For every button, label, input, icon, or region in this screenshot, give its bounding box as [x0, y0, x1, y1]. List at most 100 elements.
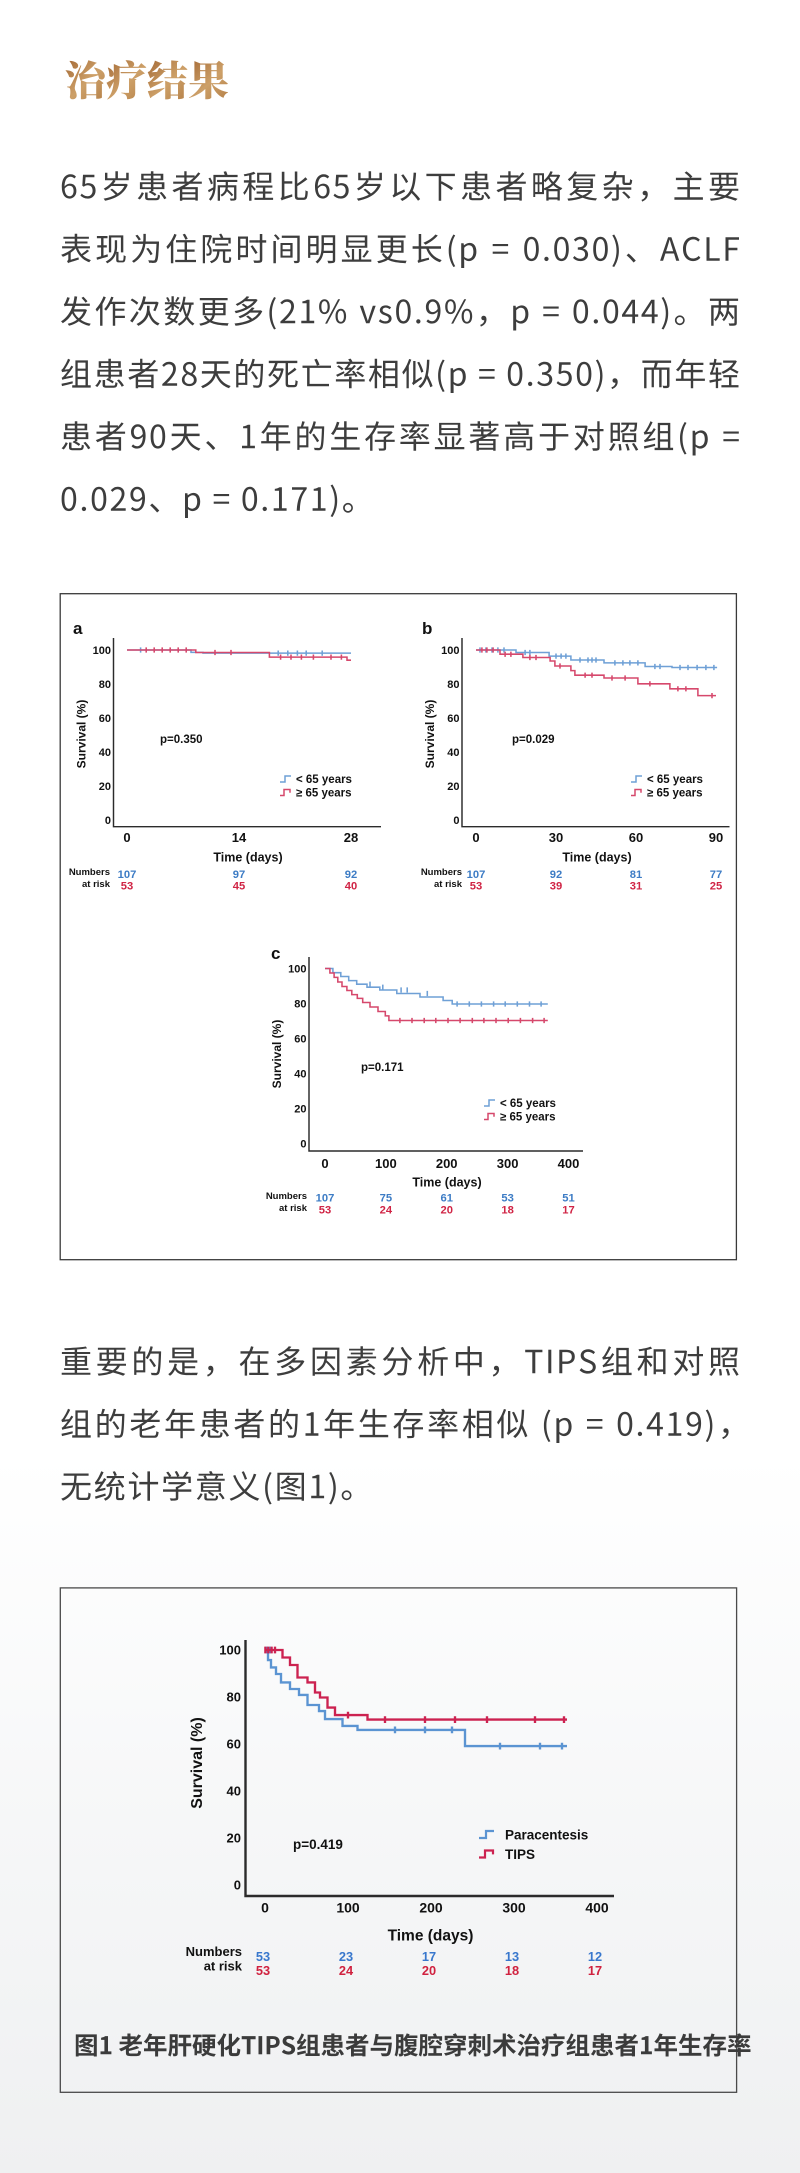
svg-text:Survival (%): Survival (%) [270, 1020, 284, 1089]
svg-text:60: 60 [227, 1737, 241, 1752]
svg-text:Time (days): Time (days) [562, 851, 631, 865]
svg-text:0: 0 [123, 830, 130, 845]
svg-text:100: 100 [336, 1900, 360, 1916]
svg-text:300: 300 [497, 1156, 519, 1171]
svg-text:400: 400 [585, 1900, 609, 1916]
svg-text:18: 18 [501, 1204, 513, 1216]
svg-text:0: 0 [300, 1138, 306, 1150]
svg-text:90: 90 [709, 830, 723, 845]
svg-text:17: 17 [422, 1949, 436, 1964]
svg-text:< 65 years: < 65 years [500, 1098, 556, 1110]
svg-text:Paracentesis: Paracentesis [505, 1828, 588, 1843]
svg-text:60: 60 [447, 713, 459, 725]
svg-text:80: 80 [227, 1690, 241, 1705]
svg-text:p=0.350: p=0.350 [160, 734, 203, 746]
svg-text:20: 20 [422, 1963, 436, 1978]
svg-text:200: 200 [436, 1156, 458, 1171]
svg-text:Survival (%): Survival (%) [189, 1717, 206, 1809]
svg-text:24: 24 [339, 1963, 354, 1978]
svg-text:0: 0 [472, 830, 479, 845]
svg-text:53: 53 [121, 880, 133, 892]
svg-text:Survival (%): Survival (%) [423, 700, 437, 769]
svg-text:p=0.419: p=0.419 [293, 1837, 343, 1852]
svg-text:28: 28 [344, 830, 358, 845]
svg-text:60: 60 [629, 830, 643, 845]
svg-text:14: 14 [232, 830, 247, 845]
svg-text:≥ 65 years: ≥ 65 years [500, 1112, 556, 1124]
svg-text:p=0.171: p=0.171 [361, 1062, 404, 1074]
svg-text:0: 0 [453, 815, 459, 827]
svg-text:0: 0 [234, 1878, 241, 1893]
svg-text:77: 77 [710, 869, 722, 881]
svg-text:100: 100 [219, 1643, 241, 1658]
svg-text:39: 39 [550, 880, 562, 892]
svg-text:Time (days): Time (days) [412, 1176, 481, 1190]
svg-text:400: 400 [558, 1156, 580, 1171]
svg-text:0: 0 [105, 815, 111, 827]
svg-text:≥ 65 years: ≥ 65 years [296, 788, 352, 800]
svg-text:13: 13 [505, 1949, 519, 1964]
svg-text:20: 20 [294, 1103, 306, 1115]
svg-text:12: 12 [588, 1949, 602, 1964]
svg-text:80: 80 [294, 998, 306, 1010]
svg-text:53: 53 [256, 1949, 270, 1964]
svg-text:200: 200 [419, 1900, 443, 1916]
svg-text:81: 81 [630, 869, 642, 881]
svg-text:17: 17 [588, 1963, 602, 1978]
svg-text:Numbers: Numbers [266, 1191, 307, 1202]
svg-text:60: 60 [294, 1033, 306, 1045]
svg-text:at risk: at risk [204, 1959, 243, 1974]
svg-text:40: 40 [294, 1068, 306, 1080]
svg-text:b: b [422, 619, 432, 638]
svg-text:≥ 65 years: ≥ 65 years [647, 788, 703, 800]
svg-text:53: 53 [501, 1192, 513, 1204]
svg-text:100: 100 [93, 645, 111, 657]
svg-text:Numbers: Numbers [186, 1944, 242, 1959]
svg-text:Time (days): Time (days) [388, 1928, 474, 1945]
svg-text:Numbers: Numbers [421, 867, 462, 878]
svg-text:80: 80 [447, 679, 459, 691]
svg-text:31: 31 [630, 880, 642, 892]
svg-text:25: 25 [710, 880, 722, 892]
svg-text:107: 107 [316, 1192, 335, 1204]
svg-text:0: 0 [321, 1156, 328, 1171]
svg-text:60: 60 [99, 713, 111, 725]
svg-text:107: 107 [467, 869, 486, 881]
svg-text:100: 100 [288, 963, 306, 975]
svg-text:40: 40 [447, 747, 459, 759]
svg-text:24: 24 [380, 1204, 393, 1216]
svg-text:300: 300 [502, 1900, 526, 1916]
svg-text:< 65 years: < 65 years [647, 774, 703, 786]
svg-text:a: a [73, 619, 83, 638]
svg-text:107: 107 [118, 869, 137, 881]
svg-text:40: 40 [99, 747, 111, 759]
svg-text:53: 53 [470, 880, 482, 892]
svg-text:< 65 years: < 65 years [296, 774, 352, 786]
svg-text:100: 100 [441, 645, 459, 657]
svg-text:40: 40 [227, 1784, 241, 1799]
svg-text:92: 92 [345, 869, 357, 881]
svg-text:23: 23 [339, 1949, 353, 1964]
svg-text:45: 45 [233, 880, 245, 892]
svg-text:61: 61 [440, 1192, 452, 1204]
svg-text:at risk: at risk [279, 1203, 308, 1214]
svg-text:30: 30 [549, 830, 563, 845]
svg-text:75: 75 [380, 1192, 392, 1204]
svg-text:Time (days): Time (days) [213, 851, 282, 865]
svg-text:97: 97 [233, 869, 245, 881]
svg-text:TIPS: TIPS [505, 1847, 535, 1862]
svg-text:20: 20 [227, 1831, 241, 1846]
svg-text:Survival (%): Survival (%) [75, 700, 89, 769]
svg-text:80: 80 [99, 679, 111, 691]
svg-text:20: 20 [99, 781, 111, 793]
svg-text:53: 53 [256, 1963, 270, 1978]
svg-text:53: 53 [319, 1204, 331, 1216]
svg-text:100: 100 [375, 1156, 397, 1171]
svg-text:0: 0 [261, 1900, 269, 1916]
svg-text:at risk: at risk [82, 879, 111, 890]
svg-text:51: 51 [562, 1192, 574, 1204]
svg-text:20: 20 [440, 1204, 452, 1216]
svg-text:40: 40 [345, 880, 357, 892]
svg-text:p=0.029: p=0.029 [512, 734, 555, 746]
svg-text:Numbers: Numbers [69, 867, 110, 878]
